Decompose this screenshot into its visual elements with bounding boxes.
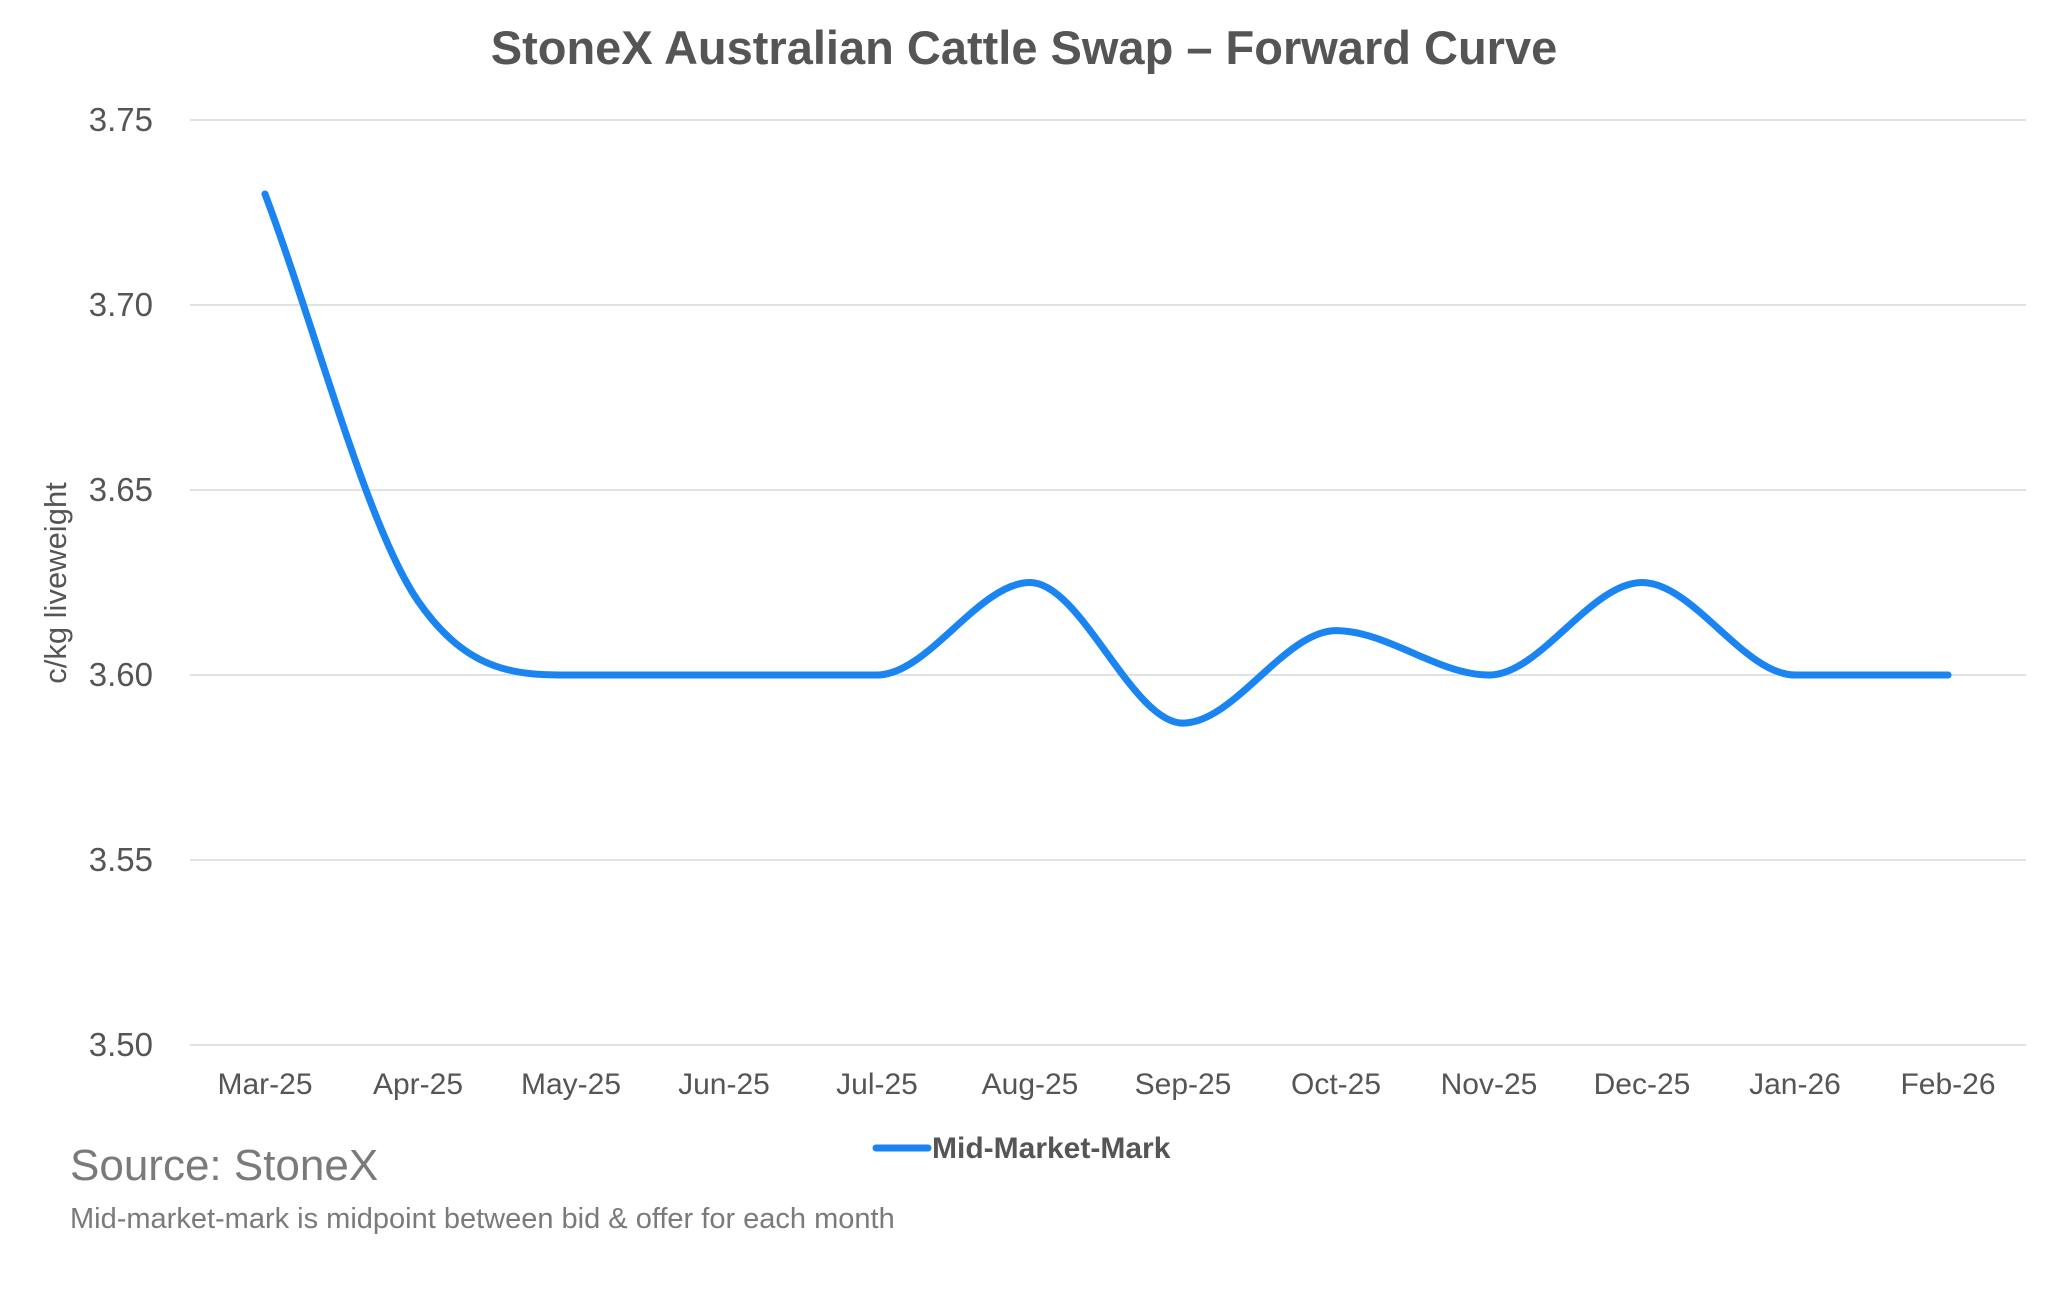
data-point xyxy=(1179,719,1187,727)
x-tick-label: May-25 xyxy=(521,1068,621,1101)
x-tick-label: Mar-25 xyxy=(217,1068,312,1101)
y-tick-label: 3.60 xyxy=(89,656,153,693)
footnote-text: Mid-market-mark is midpoint between bid … xyxy=(70,1203,895,1235)
data-point xyxy=(1332,627,1340,635)
data-point xyxy=(873,671,881,679)
x-tick-label: Oct-25 xyxy=(1291,1068,1381,1101)
y-axis-label: c/kg liveweight xyxy=(38,482,73,684)
x-tick-label: Apr-25 xyxy=(373,1068,463,1101)
x-tick-label: Aug-25 xyxy=(982,1068,1079,1101)
chart-title: StoneX Australian Cattle Swap – Forward … xyxy=(491,21,1557,74)
source-text: Source: StoneX xyxy=(70,1141,378,1190)
data-point xyxy=(1944,671,1952,679)
x-axis-ticks: Mar-25 Apr-25 May-25 Jun-25 Jul-25 Aug-25 Sep-… xyxy=(217,1068,1995,1101)
x-tick-label: Jan-26 xyxy=(1749,1068,1841,1101)
series-line-mid-market-mark xyxy=(261,190,1952,727)
y-tick-label: 3.55 xyxy=(89,841,153,878)
grid-lines xyxy=(190,119,2026,1046)
data-point xyxy=(261,190,269,198)
data-point xyxy=(1638,579,1646,586)
x-tick-label: Jul-25 xyxy=(836,1068,918,1101)
data-point xyxy=(414,597,422,605)
y-tick-label: 3.50 xyxy=(89,1026,153,1063)
legend: Mid-Market-Mark xyxy=(872,1132,1171,1165)
x-tick-label: Dec-25 xyxy=(1594,1068,1691,1101)
series-group xyxy=(261,190,1952,727)
data-point xyxy=(567,671,575,679)
y-axis-ticks: 3.50 3.55 3.60 3.65 3.70 3.75 xyxy=(89,101,153,1063)
x-tick-label: Nov-25 xyxy=(1441,1068,1538,1101)
y-tick-label: 3.70 xyxy=(89,286,153,323)
data-point xyxy=(1485,671,1493,679)
x-tick-label: Jun-25 xyxy=(678,1068,770,1101)
y-tick-label: 3.65 xyxy=(89,471,153,508)
x-tick-label: Feb-26 xyxy=(1900,1068,1995,1101)
data-point xyxy=(1026,579,1034,586)
x-tick-label: Sep-25 xyxy=(1135,1068,1232,1101)
legend-label: Mid-Market-Mark xyxy=(932,1132,1171,1165)
data-point xyxy=(1791,671,1799,679)
data-point xyxy=(720,671,728,679)
y-tick-label: 3.75 xyxy=(89,101,153,138)
